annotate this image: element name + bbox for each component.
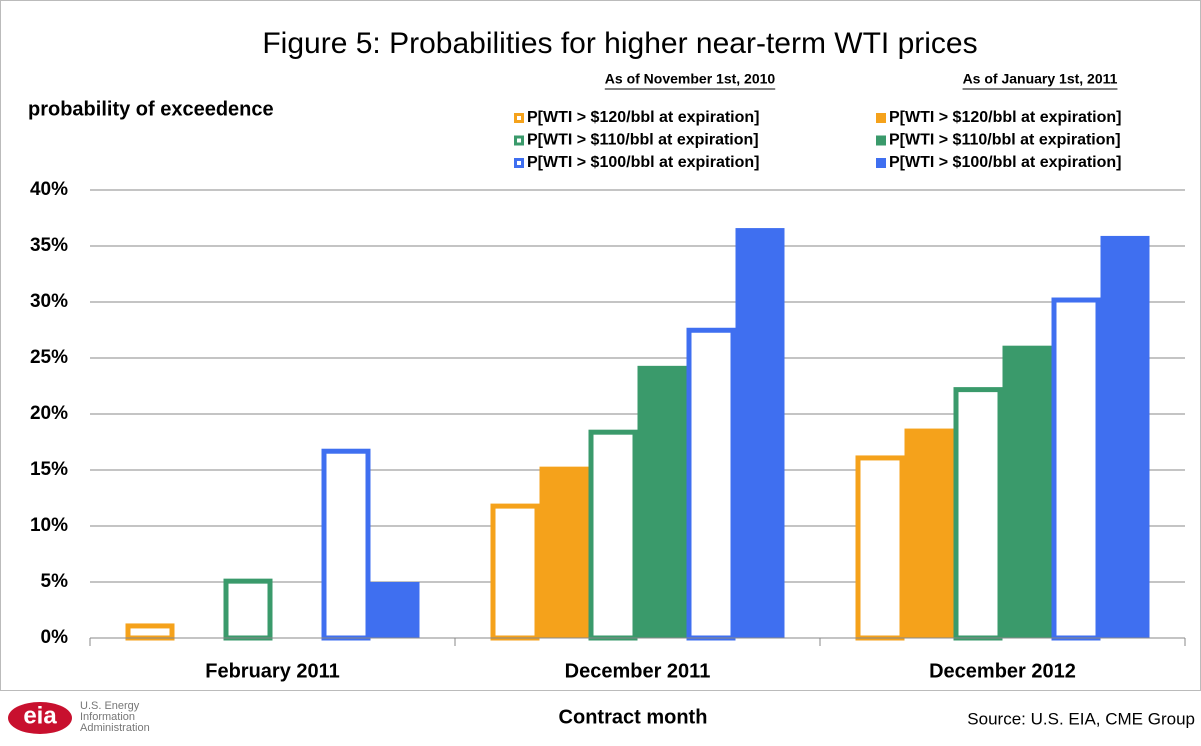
- bar: [321, 448, 371, 641]
- y-tick-label: 5%: [41, 571, 69, 592]
- chart-title: Figure 5: Probabilities for higher near-…: [262, 27, 977, 60]
- bar: [953, 387, 1003, 641]
- x-tick-label: February 2011: [205, 660, 340, 682]
- legend-swatch: [514, 158, 524, 168]
- y-axis-label: probability of exceedence: [28, 98, 274, 120]
- bar: [686, 327, 736, 641]
- y-tick-label: 10%: [30, 515, 68, 536]
- legend-swatch: [514, 135, 524, 146]
- legend-label: P[WTI > $120/bbl at expiration]: [889, 109, 1122, 126]
- y-tick-label: 15%: [30, 459, 68, 480]
- bar: [370, 582, 420, 638]
- legend-swatch: [514, 113, 524, 123]
- legend-swatch: [876, 158, 886, 168]
- legend-title: As of November 1st, 2010: [605, 71, 776, 87]
- bar: [125, 623, 175, 641]
- bar: [1051, 297, 1101, 641]
- legend-swatch: [876, 135, 886, 146]
- bar: [637, 365, 687, 638]
- y-tick-label: 35%: [30, 235, 68, 256]
- legend-label: P[WTI > $110/bbl at expiration]: [889, 132, 1121, 149]
- logo-badge: [8, 702, 72, 734]
- legend-label: P[WTI > $120/bbl at expiration]: [527, 109, 760, 126]
- legend-title: As of January 1st, 2011: [963, 71, 1118, 87]
- legend-label: P[WTI > $110/bbl at expiration]: [527, 132, 759, 149]
- bar: [490, 503, 540, 641]
- logo-text: Administration: [80, 722, 150, 734]
- bar: [223, 578, 273, 641]
- y-tick-label: 20%: [30, 403, 68, 424]
- logo-text: Information: [80, 711, 135, 723]
- bar: [735, 228, 785, 638]
- legend-swatch: [876, 113, 886, 123]
- bar: [539, 466, 589, 638]
- bar: [904, 428, 954, 638]
- logo: eia U.S. Energy Information Administrati…: [8, 700, 150, 734]
- y-tick-label: 25%: [30, 347, 68, 368]
- bar: [1100, 235, 1150, 639]
- y-tick-label: 30%: [30, 291, 68, 312]
- x-tick-label: December 2012: [929, 660, 1076, 682]
- legend-label: P[WTI > $100/bbl at expiration]: [527, 154, 760, 171]
- logo-mark: eia: [23, 702, 57, 729]
- bar: [1002, 345, 1052, 638]
- source: Source: U.S. EIA, CME Group: [967, 709, 1195, 728]
- x-axis-label: Contract month: [559, 706, 708, 728]
- bar: [588, 429, 638, 641]
- y-tick-label: 0%: [41, 627, 69, 648]
- legend-label: P[WTI > $100/bbl at expiration]: [889, 154, 1122, 171]
- bar: [855, 455, 905, 641]
- logo-text: U.S. Energy: [80, 700, 140, 712]
- x-tick-label: December 2011: [565, 660, 711, 682]
- y-tick-label: 40%: [30, 179, 68, 200]
